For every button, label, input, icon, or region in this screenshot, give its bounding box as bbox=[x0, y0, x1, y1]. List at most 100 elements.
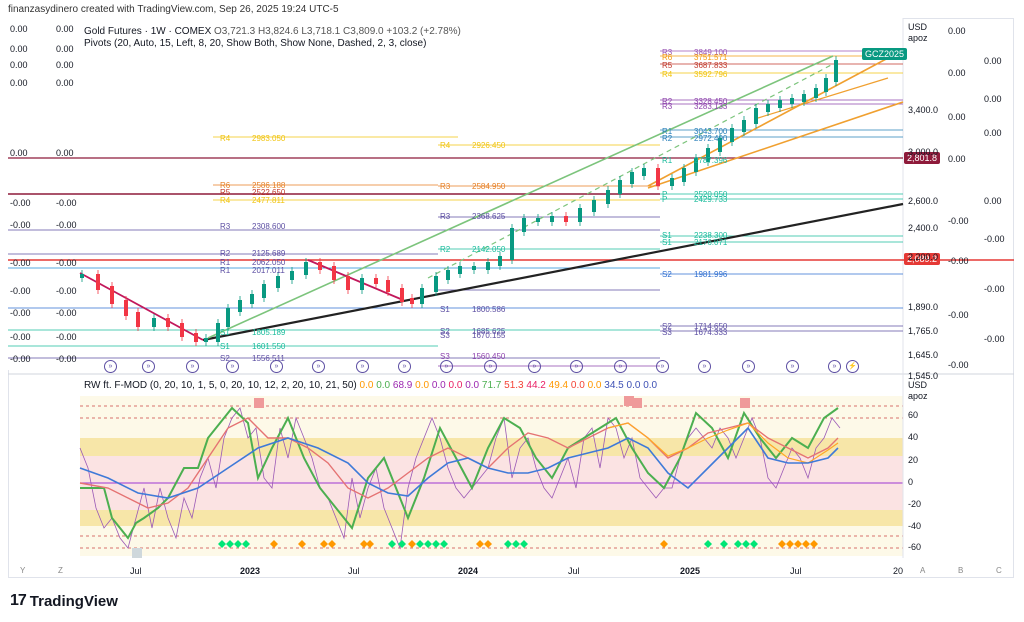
candle[interactable] bbox=[766, 104, 770, 112]
candle[interactable] bbox=[400, 288, 404, 302]
candle[interactable] bbox=[606, 190, 610, 204]
candle[interactable] bbox=[80, 274, 84, 278]
candle[interactable] bbox=[96, 274, 100, 290]
trendline-orange-lower[interactable] bbox=[647, 101, 904, 189]
nav-arrow-icon[interactable]: » bbox=[440, 360, 453, 373]
candle[interactable] bbox=[446, 270, 450, 280]
candle[interactable] bbox=[250, 294, 254, 304]
candle[interactable] bbox=[706, 148, 710, 162]
candle[interactable] bbox=[360, 278, 364, 290]
candle[interactable] bbox=[238, 300, 242, 312]
candle[interactable] bbox=[110, 286, 114, 304]
candle[interactable] bbox=[434, 276, 438, 292]
trendline-green-dashed[interactable] bbox=[427, 63, 834, 279]
candle[interactable] bbox=[290, 271, 294, 280]
axis-letter[interactable]: C bbox=[996, 566, 1002, 575]
candle[interactable] bbox=[592, 200, 596, 212]
candle[interactable] bbox=[730, 128, 734, 142]
candle[interactable] bbox=[630, 172, 634, 184]
candle[interactable] bbox=[486, 262, 490, 270]
candle[interactable] bbox=[670, 178, 674, 186]
indicator-title[interactable]: RW ft. F-MOD (0, 20, 10, 1, 5, 0, 20, 10… bbox=[84, 380, 357, 391]
chart-canvas[interactable] bbox=[8, 18, 1014, 578]
nav-arrow-icon[interactable]: » bbox=[226, 360, 239, 373]
nav-arrow-icon[interactable]: » bbox=[614, 360, 627, 373]
nav-arrow-icon[interactable]: » bbox=[356, 360, 369, 373]
nav-arrow-icon[interactable]: » bbox=[570, 360, 583, 373]
nav-arrow-icon[interactable]: » bbox=[270, 360, 283, 373]
candle[interactable] bbox=[618, 180, 622, 194]
candle[interactable] bbox=[790, 98, 794, 104]
candle[interactable] bbox=[522, 218, 526, 232]
axis-letter[interactable]: A bbox=[920, 566, 926, 575]
main-legend[interactable]: Gold Futures · 1W · COMEX O3,721.3 H3,82… bbox=[84, 26, 461, 37]
nav-arrow-icon[interactable]: » bbox=[142, 360, 155, 373]
candles[interactable] bbox=[80, 56, 838, 346]
candle[interactable] bbox=[742, 120, 746, 132]
candle[interactable] bbox=[276, 276, 280, 288]
candle[interactable] bbox=[656, 168, 660, 186]
axis-letter[interactable]: Z bbox=[58, 566, 63, 575]
nav-arrow-icon[interactable]: » bbox=[528, 360, 541, 373]
nav-arrow-icon[interactable]: » bbox=[656, 360, 669, 373]
candle[interactable] bbox=[318, 262, 322, 270]
candle[interactable] bbox=[718, 138, 722, 152]
candle[interactable] bbox=[226, 308, 230, 327]
candle[interactable] bbox=[332, 266, 336, 280]
candle[interactable] bbox=[204, 338, 208, 342]
candle[interactable] bbox=[694, 158, 698, 172]
candle[interactable] bbox=[814, 88, 818, 98]
indicator-legend[interactable]: RW ft. F-MOD (0, 20, 10, 1, 5, 0, 20, 10… bbox=[84, 380, 657, 391]
candle[interactable] bbox=[304, 262, 308, 275]
candle[interactable] bbox=[458, 266, 462, 274]
candle[interactable] bbox=[262, 284, 266, 298]
candle[interactable] bbox=[216, 323, 220, 342]
nav-arrow-icon[interactable]: » bbox=[828, 360, 841, 373]
trendline-green[interactable] bbox=[207, 55, 834, 339]
candle[interactable] bbox=[152, 318, 156, 327]
axis-letter[interactable]: Y bbox=[20, 566, 26, 575]
candle[interactable] bbox=[550, 216, 554, 222]
axis-letter[interactable]: B bbox=[958, 566, 964, 575]
candle[interactable] bbox=[374, 278, 378, 284]
candle[interactable] bbox=[124, 300, 128, 316]
nav-arrow-icon[interactable]: » bbox=[698, 360, 711, 373]
trendline-orange-upper[interactable] bbox=[647, 57, 889, 187]
candle[interactable] bbox=[536, 218, 540, 222]
candle[interactable] bbox=[510, 228, 514, 260]
nav-arrow-icon[interactable]: » bbox=[104, 360, 117, 373]
candle[interactable] bbox=[802, 94, 806, 102]
candle[interactable] bbox=[194, 333, 198, 342]
candle[interactable] bbox=[642, 168, 646, 176]
trendline-black[interactable] bbox=[202, 202, 904, 342]
candle[interactable] bbox=[346, 276, 350, 290]
nav-arrow-icon[interactable]: » bbox=[742, 360, 755, 373]
candle[interactable] bbox=[682, 168, 686, 182]
downtrend-line-2[interactable] bbox=[307, 259, 404, 301]
tradingview-logo[interactable]: 17 TradingView bbox=[10, 592, 118, 610]
indicator-axis-header[interactable]: USD apoz bbox=[908, 380, 928, 402]
candle[interactable] bbox=[498, 256, 502, 266]
nav-arrow-icon[interactable]: » bbox=[186, 360, 199, 373]
candle[interactable] bbox=[166, 318, 170, 327]
candle[interactable] bbox=[778, 100, 782, 108]
candle[interactable] bbox=[136, 312, 140, 327]
candle[interactable] bbox=[386, 280, 390, 292]
candle[interactable] bbox=[578, 208, 582, 222]
nav-arrow-icon[interactable]: » bbox=[786, 360, 799, 373]
ticker-badge[interactable]: GCZ2025 bbox=[862, 48, 908, 60]
candle[interactable] bbox=[420, 288, 424, 304]
nav-arrow-icon[interactable]: ⚡ bbox=[846, 360, 859, 373]
candle[interactable] bbox=[754, 108, 758, 124]
pivots-legend[interactable]: Pivots (20, Auto, 15, Left, 8, 20, Show … bbox=[84, 38, 427, 49]
nav-arrow-icon[interactable]: » bbox=[484, 360, 497, 373]
candle[interactable] bbox=[564, 216, 568, 222]
nav-arrow-icon[interactable]: » bbox=[398, 360, 411, 373]
price-axis-header[interactable]: USD apoz bbox=[908, 22, 928, 44]
candle[interactable] bbox=[824, 78, 828, 92]
candle[interactable] bbox=[410, 298, 414, 304]
candle[interactable] bbox=[834, 60, 838, 82]
nav-arrow-icon[interactable]: » bbox=[312, 360, 325, 373]
candle[interactable] bbox=[472, 266, 476, 270]
symbol-title[interactable]: Gold Futures · 1W · COMEX bbox=[84, 26, 212, 37]
